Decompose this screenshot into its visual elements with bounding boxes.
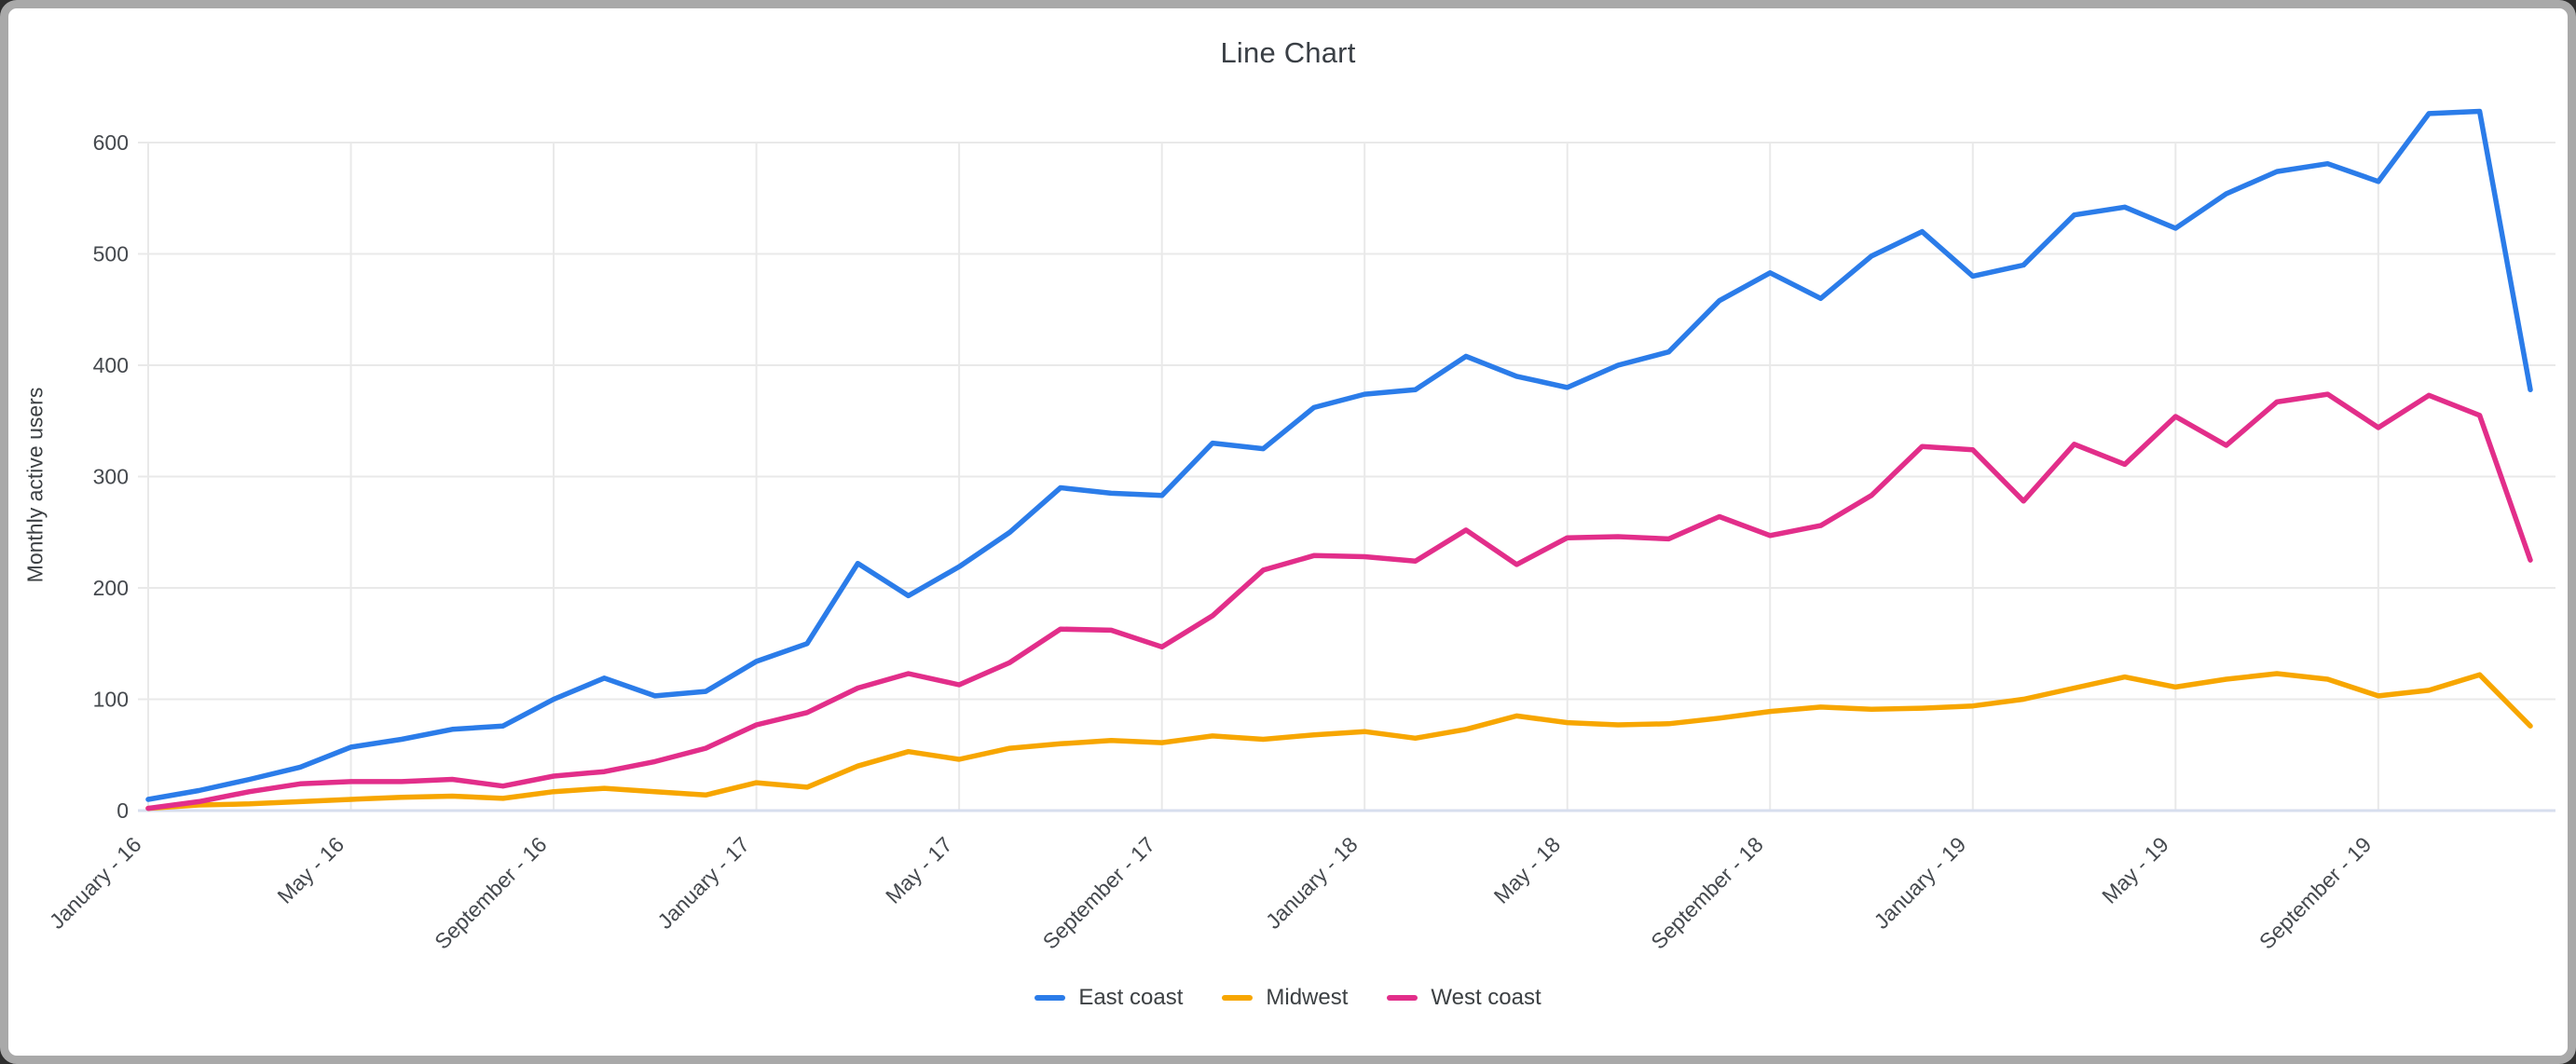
x-tick-label: May - 16	[272, 832, 349, 908]
x-tick-label: September - 19	[2254, 832, 2376, 953]
y-tick-label: 100	[93, 688, 129, 712]
series-line-east-coast	[145, 108, 2533, 802]
legend-item-midwest: Midwest	[1222, 985, 1348, 1011]
x-tick-label: September - 18	[1646, 832, 1767, 953]
x-tick-label: May - 18	[1489, 832, 1566, 908]
series-line-west-coast	[145, 391, 2533, 812]
x-tick-label: January - 18	[1261, 832, 1363, 934]
y-tick-label: 0	[116, 798, 129, 823]
x-tick-label: May - 19	[2097, 832, 2173, 908]
legend-item-west-coast: West coast	[1387, 985, 1541, 1011]
x-tick-label: May - 17	[881, 832, 957, 908]
x-tick-label: January - 19	[1870, 832, 1971, 934]
east-coast-line-swatch	[1035, 995, 1066, 1001]
x-tick-label: January - 16	[45, 832, 146, 934]
legend-item-east-coast: East coast	[1035, 985, 1183, 1011]
x-tick-label: January - 17	[652, 832, 754, 934]
legend-label: Midwest	[1266, 985, 1349, 1010]
y-tick-label: 300	[93, 465, 129, 489]
legend-label: West coast	[1431, 985, 1541, 1010]
y-tick-label: 600	[93, 130, 129, 155]
x-tick-label: September - 16	[430, 832, 551, 953]
y-tick-label: 400	[93, 353, 129, 377]
y-tick-label: 200	[93, 576, 129, 600]
legend-label: East coast	[1078, 985, 1184, 1010]
series-line-midwest	[145, 671, 2533, 812]
y-tick-label: 500	[93, 242, 129, 266]
legend: East coast Midwest West coast	[0, 976, 2576, 1019]
chart-title: Line Chart	[1220, 36, 1356, 69]
x-tick-label: September - 17	[1038, 832, 1159, 953]
west-coast-line-swatch	[1387, 995, 1418, 1001]
midwest-line-swatch	[1222, 995, 1254, 1001]
